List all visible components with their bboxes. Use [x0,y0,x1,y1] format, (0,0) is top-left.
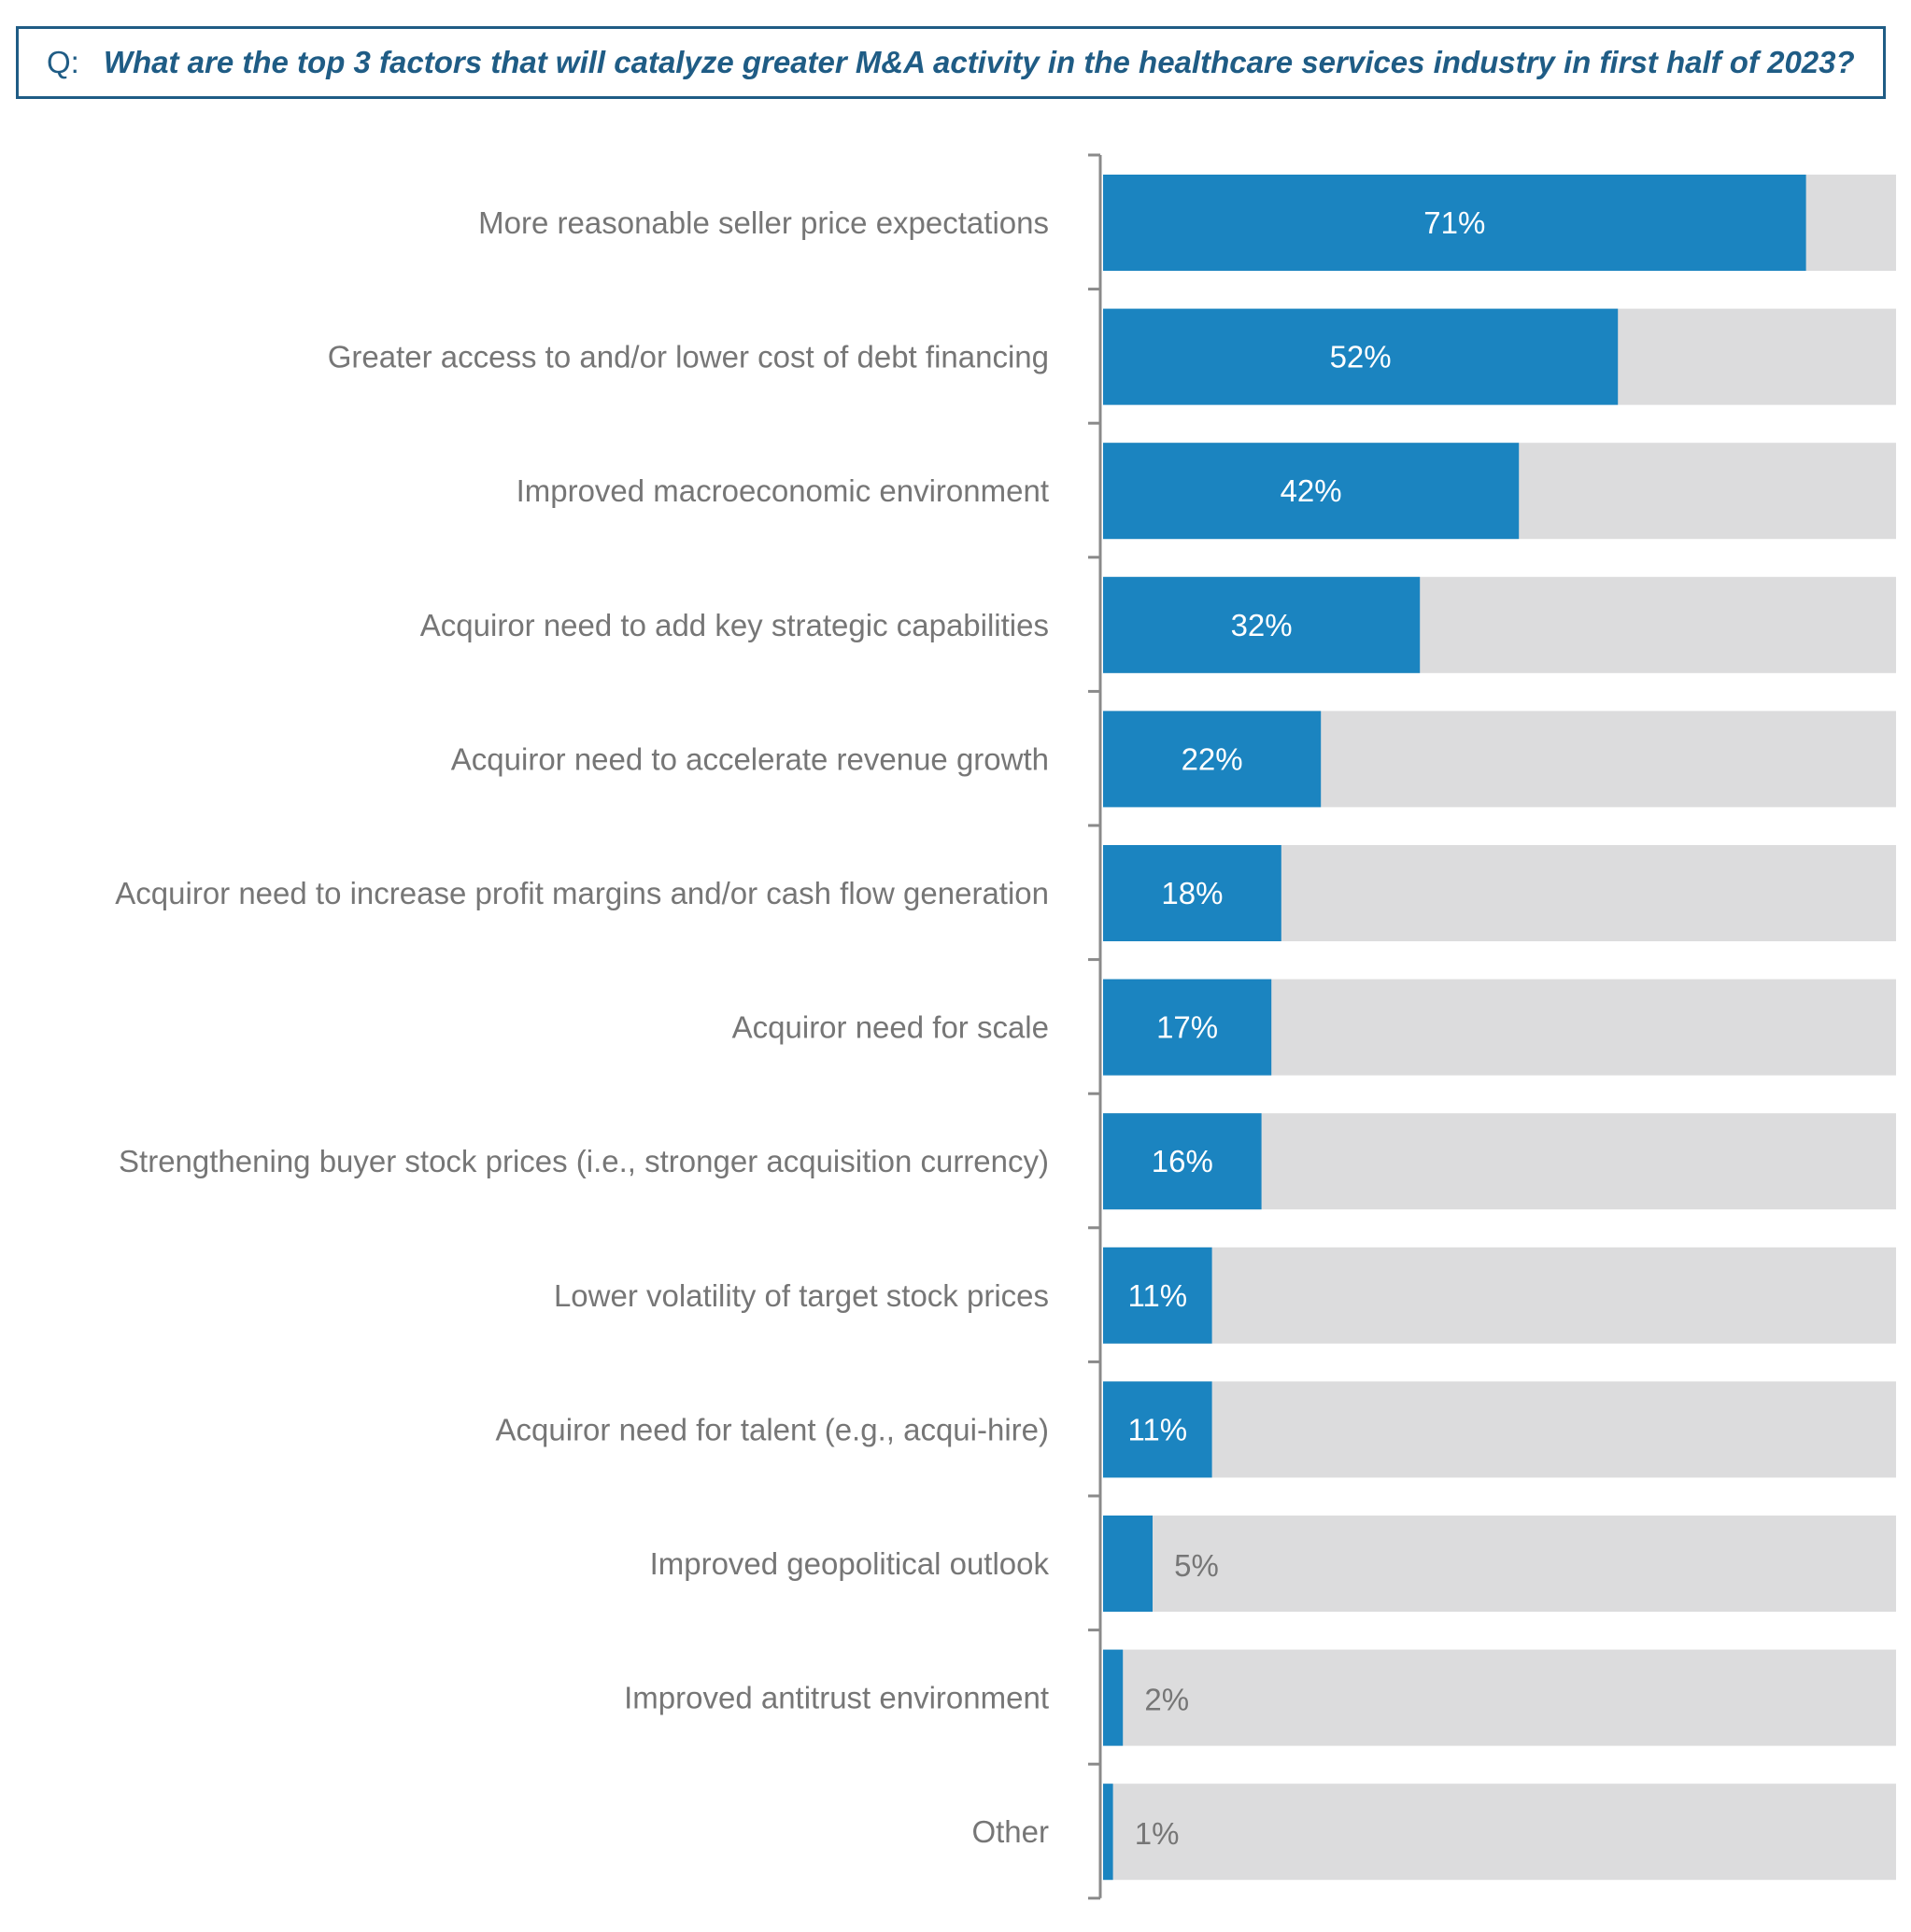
category-label: Improved geopolitical outlook [650,1546,1050,1581]
value-label: 18% [1161,876,1223,910]
value-label: 11% [1127,1278,1187,1313]
bar [1103,1649,1124,1746]
bar [1103,845,1281,941]
bar [1103,443,1520,540]
value-label: 42% [1281,473,1342,508]
bar [1103,1381,1212,1478]
bar [1103,979,1272,1076]
category-label: Improved antitrust environment [624,1681,1049,1715]
category-label: Strengthening buyer stock prices (i.e., … [119,1144,1049,1178]
bar [1103,1247,1212,1344]
question-prefix: Q: [47,45,79,79]
category-label: More reasonable seller price expectation… [478,205,1049,240]
category-label: Acquiror need to add key strategic capab… [420,608,1049,642]
bar-track [1103,1649,1896,1746]
category-label: Acquiror need to accelerate revenue grow… [451,741,1049,776]
value-label: 17% [1156,1010,1218,1045]
category-label: Improved macroeconomic environment [517,473,1049,508]
value-label: 1% [1135,1816,1180,1851]
value-label: 11% [1127,1412,1187,1446]
category-label: Acquiror need to increase profit margins… [115,876,1049,910]
bar [1103,175,1806,271]
value-label: 2% [1144,1683,1189,1717]
category-label: Lower volatility of target stock prices [554,1278,1049,1313]
bar [1103,576,1421,673]
bar [1103,1784,1113,1881]
value-label: 32% [1231,608,1293,642]
value-label: 71% [1423,205,1485,240]
question-box: Q: What are the top 3 factors that will … [16,26,1886,99]
value-label: 52% [1330,340,1392,374]
category-label: Other [971,1814,1049,1849]
bar [1103,1113,1262,1210]
value-label: 5% [1174,1548,1219,1583]
bar-track [1103,1516,1896,1612]
category-label: Acquiror need for scale [732,1010,1049,1045]
question-text: What are the top 3 factors that will cat… [103,45,1855,79]
category-label: Acquiror need for talent (e.g., acqui-hi… [496,1412,1049,1446]
bar-track [1103,1381,1896,1478]
value-label: 16% [1152,1144,1213,1178]
category-label: Greater access to and/or lower cost of d… [328,340,1049,374]
bar [1103,711,1322,808]
bar-track [1103,1784,1896,1881]
bar [1103,308,1619,405]
bar-track [1103,1247,1896,1344]
bar [1103,1516,1153,1612]
value-label: 22% [1182,741,1243,776]
